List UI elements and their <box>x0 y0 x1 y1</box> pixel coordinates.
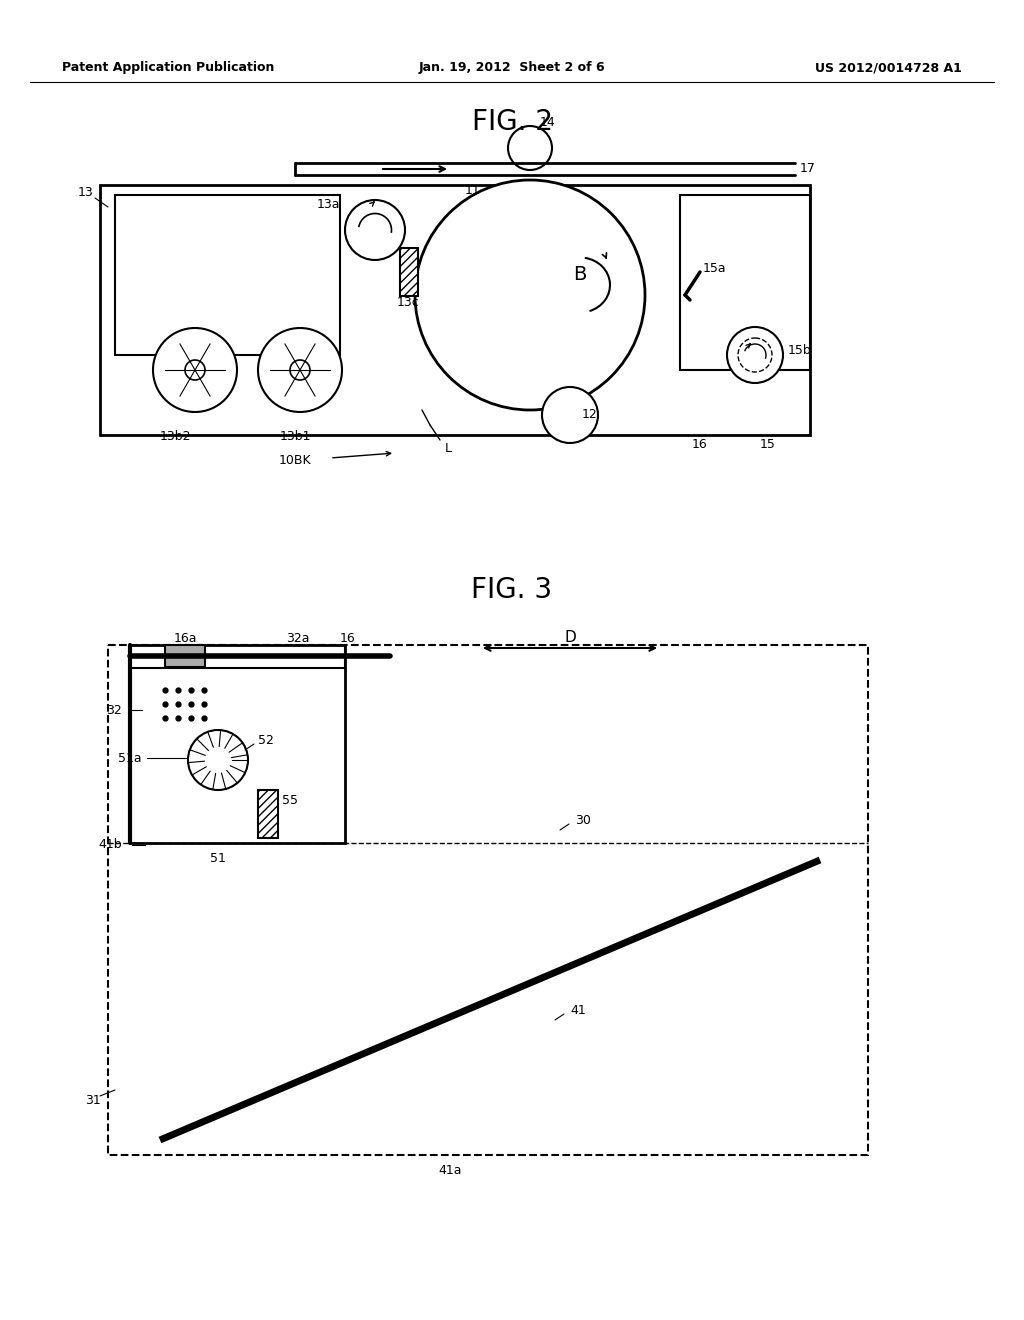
Text: 32: 32 <box>106 704 122 717</box>
Text: 31: 31 <box>85 1093 100 1106</box>
Text: US 2012/0014728 A1: US 2012/0014728 A1 <box>815 62 962 74</box>
Text: 32a: 32a <box>287 631 309 644</box>
Text: 41: 41 <box>570 1003 586 1016</box>
Circle shape <box>345 201 406 260</box>
Text: 51: 51 <box>210 851 226 865</box>
Bar <box>130 645 345 843</box>
Circle shape <box>542 387 598 444</box>
Text: 13a: 13a <box>316 198 340 211</box>
Text: 15b: 15b <box>788 343 812 356</box>
Text: 52: 52 <box>258 734 273 747</box>
Bar <box>400 248 418 296</box>
Text: 13: 13 <box>78 186 94 199</box>
Text: FIG. 2: FIG. 2 <box>471 108 553 136</box>
Text: B: B <box>573 265 587 285</box>
Text: 15a: 15a <box>703 261 727 275</box>
Text: L: L <box>444 441 452 454</box>
Text: 11: 11 <box>465 183 480 197</box>
Bar <box>165 645 205 667</box>
Circle shape <box>727 327 783 383</box>
Bar <box>108 645 868 1155</box>
Bar <box>100 185 810 436</box>
Circle shape <box>290 360 310 380</box>
Circle shape <box>508 125 552 170</box>
Text: 13c: 13c <box>396 296 420 309</box>
Text: 12: 12 <box>582 408 598 421</box>
Text: Patent Application Publication: Patent Application Publication <box>62 62 274 74</box>
Text: 14: 14 <box>540 116 556 128</box>
Text: 16: 16 <box>340 631 356 644</box>
Text: 15: 15 <box>760 438 776 451</box>
Circle shape <box>188 730 248 789</box>
Text: 41b: 41b <box>98 838 122 851</box>
Bar <box>258 789 278 838</box>
Circle shape <box>153 327 237 412</box>
Text: 16a: 16a <box>173 631 197 644</box>
Circle shape <box>415 180 645 411</box>
Circle shape <box>258 327 342 412</box>
Text: 17: 17 <box>800 161 816 174</box>
Text: 13b2: 13b2 <box>160 430 190 444</box>
Text: 16: 16 <box>692 438 708 451</box>
Bar <box>680 195 810 370</box>
Text: D: D <box>564 630 575 644</box>
Text: 41a: 41a <box>438 1163 462 1176</box>
Text: 55: 55 <box>282 793 298 807</box>
Bar <box>115 195 340 355</box>
Text: Jan. 19, 2012  Sheet 2 of 6: Jan. 19, 2012 Sheet 2 of 6 <box>419 62 605 74</box>
Text: 30: 30 <box>575 813 591 826</box>
Text: 51a: 51a <box>118 751 141 764</box>
Text: FIG. 3: FIG. 3 <box>471 576 553 605</box>
Text: 10BK: 10BK <box>279 454 311 466</box>
Text: 13b1: 13b1 <box>280 430 310 444</box>
Circle shape <box>185 360 205 380</box>
